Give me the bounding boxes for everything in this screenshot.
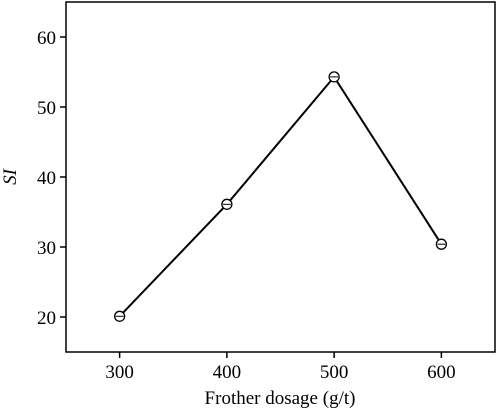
y-tick-label: 30	[37, 238, 56, 259]
y-tick-label: 20	[37, 308, 56, 329]
x-tick-label: 400	[213, 362, 242, 383]
x-tick-label: 300	[105, 362, 134, 383]
series-line	[118, 75, 443, 317]
y-tick-label: 50	[37, 98, 56, 119]
y-axis-label: SI	[0, 167, 21, 185]
y-tick-label: 60	[37, 28, 56, 49]
y-tick-label: 40	[37, 168, 56, 189]
x-tick-label: 600	[427, 362, 456, 383]
x-tick-label: 500	[320, 362, 349, 383]
x-axis-label: Frother dosage (g/t)	[205, 388, 356, 409]
plot-frame	[65, 1, 496, 353]
